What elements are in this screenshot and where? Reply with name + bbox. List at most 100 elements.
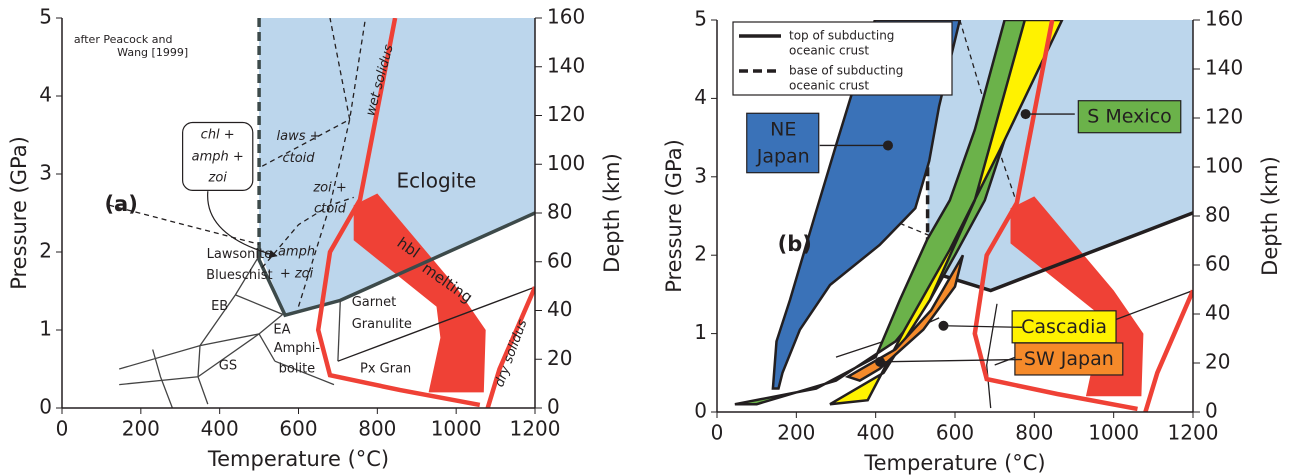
y-tick-label: 0 xyxy=(39,395,52,419)
y2-tick-label: 120 xyxy=(547,102,585,126)
annotation: (b) xyxy=(778,232,812,256)
boundary-line xyxy=(337,286,535,362)
boundary-line xyxy=(485,286,535,408)
x-tick-label: 1200 xyxy=(510,417,561,441)
pointer-dot xyxy=(1020,109,1031,120)
annotation: GS xyxy=(219,358,237,373)
y-tick-label: 4 xyxy=(694,85,707,109)
y2-tick-label: 40 xyxy=(1205,301,1230,325)
region xyxy=(844,254,965,382)
label-box xyxy=(1014,342,1124,376)
annotation: Px Gran xyxy=(360,362,411,377)
annotation: + zoi xyxy=(280,266,314,281)
label-boxes xyxy=(746,100,1182,376)
label-box xyxy=(1011,310,1117,344)
x-axis-title: Temperature (°C) xyxy=(207,447,389,471)
x-tick-label: 400 xyxy=(857,421,895,445)
boundary-line xyxy=(119,313,284,370)
boundary-line xyxy=(959,20,1020,209)
y2-tick-label: 0 xyxy=(1205,399,1218,423)
y-tick-label: 0 xyxy=(694,399,707,423)
annotation: NE xyxy=(770,118,796,140)
annotation: laws + xyxy=(276,129,320,144)
y2-tick-label: 60 xyxy=(1205,252,1230,276)
y-tick-label: 4 xyxy=(39,83,52,107)
annotation: Blueschist xyxy=(206,268,272,283)
annotation: (a) xyxy=(104,192,137,216)
y-tick-label: 3 xyxy=(39,161,52,185)
boundary-line xyxy=(1143,289,1193,412)
x-tick-label: 800 xyxy=(358,417,396,441)
annotation: Granulite xyxy=(352,317,412,332)
boundary-line xyxy=(235,294,283,316)
legend-label: oceanic crust xyxy=(789,79,869,93)
legend-box xyxy=(732,21,953,96)
region xyxy=(734,20,1042,406)
annotation: Cascadia xyxy=(1021,316,1107,338)
label-boxes xyxy=(182,121,254,191)
annotation: Eclogite xyxy=(397,168,477,192)
label-box xyxy=(1077,100,1182,134)
arrow xyxy=(207,191,278,259)
x-tick-label: 600 xyxy=(279,417,317,441)
region xyxy=(771,20,962,390)
legend-label: oceanic crust xyxy=(789,44,869,58)
y2-tick-label: 80 xyxy=(547,200,572,224)
annotation: zoi + xyxy=(312,181,346,196)
y2-axis-title: Depth (km) xyxy=(600,153,624,273)
x-tick-label: 0 xyxy=(56,417,69,441)
x-tick-label: 800 xyxy=(1015,421,1053,445)
boundary-line xyxy=(274,360,335,386)
boundary-line xyxy=(972,20,1138,412)
boundary-line xyxy=(261,118,351,167)
x-axis-title: Temperature (°C) xyxy=(863,451,1045,475)
annotation: S Mexico xyxy=(1087,106,1171,128)
y2-tick-label: 140 xyxy=(547,53,585,77)
y-tick-label: 3 xyxy=(694,163,707,187)
y-tick-label: 1 xyxy=(39,317,52,341)
annotation: amph + xyxy=(192,149,244,164)
annotation: Amphi- xyxy=(274,341,321,356)
label-box xyxy=(182,121,254,191)
annotation: amph xyxy=(278,245,315,260)
annotation: zoi xyxy=(208,170,228,185)
annotation: chl + xyxy=(201,128,235,143)
annotation: dry solidus xyxy=(492,317,530,389)
x-tick-label: 1200 xyxy=(1168,421,1219,445)
x-tick-label: 0 xyxy=(711,421,724,445)
x-tick-label: 200 xyxy=(122,417,160,441)
boundary-line xyxy=(297,18,367,307)
boundary-line xyxy=(152,349,174,408)
y2-tick-label: 100 xyxy=(1205,154,1243,178)
annotation: EA xyxy=(273,323,290,338)
y2-tick-label: 100 xyxy=(547,151,585,175)
boundary-line xyxy=(315,18,481,408)
annotation: EB xyxy=(211,299,228,314)
x-tick-label: 200 xyxy=(777,421,815,445)
boundary-line xyxy=(119,332,276,386)
y2-tick-label: 80 xyxy=(1205,203,1230,227)
x-tick-label: 1000 xyxy=(1088,421,1139,445)
label-box xyxy=(746,112,820,174)
y2-tick-label: 20 xyxy=(547,346,572,370)
legend-label: base of subducting xyxy=(789,64,903,78)
legend-label: top of subducting xyxy=(789,29,894,43)
boundary-line xyxy=(109,204,260,245)
pointer-dot xyxy=(875,356,886,367)
y2-tick-label: 140 xyxy=(1205,56,1243,80)
x-tick-label: 400 xyxy=(201,417,239,441)
boundary-line xyxy=(986,303,998,409)
y-tick-label: 2 xyxy=(694,242,707,266)
y2-tick-label: 160 xyxy=(547,5,585,29)
y-axis-title: Pressure (GPa) xyxy=(7,136,31,290)
annotation: ctoid xyxy=(282,151,315,166)
x-tick-label: 1000 xyxy=(431,417,482,441)
pointer-line xyxy=(943,325,1023,328)
y-tick-label: 5 xyxy=(39,5,52,29)
y2-tick-label: 160 xyxy=(1205,7,1243,31)
y2-tick-label: 0 xyxy=(547,395,560,419)
annotation: Garnet xyxy=(352,295,397,310)
annotation: ctoid xyxy=(314,202,347,217)
boundary-line xyxy=(337,300,341,362)
y-axis-title: Pressure (GPa) xyxy=(662,139,686,293)
